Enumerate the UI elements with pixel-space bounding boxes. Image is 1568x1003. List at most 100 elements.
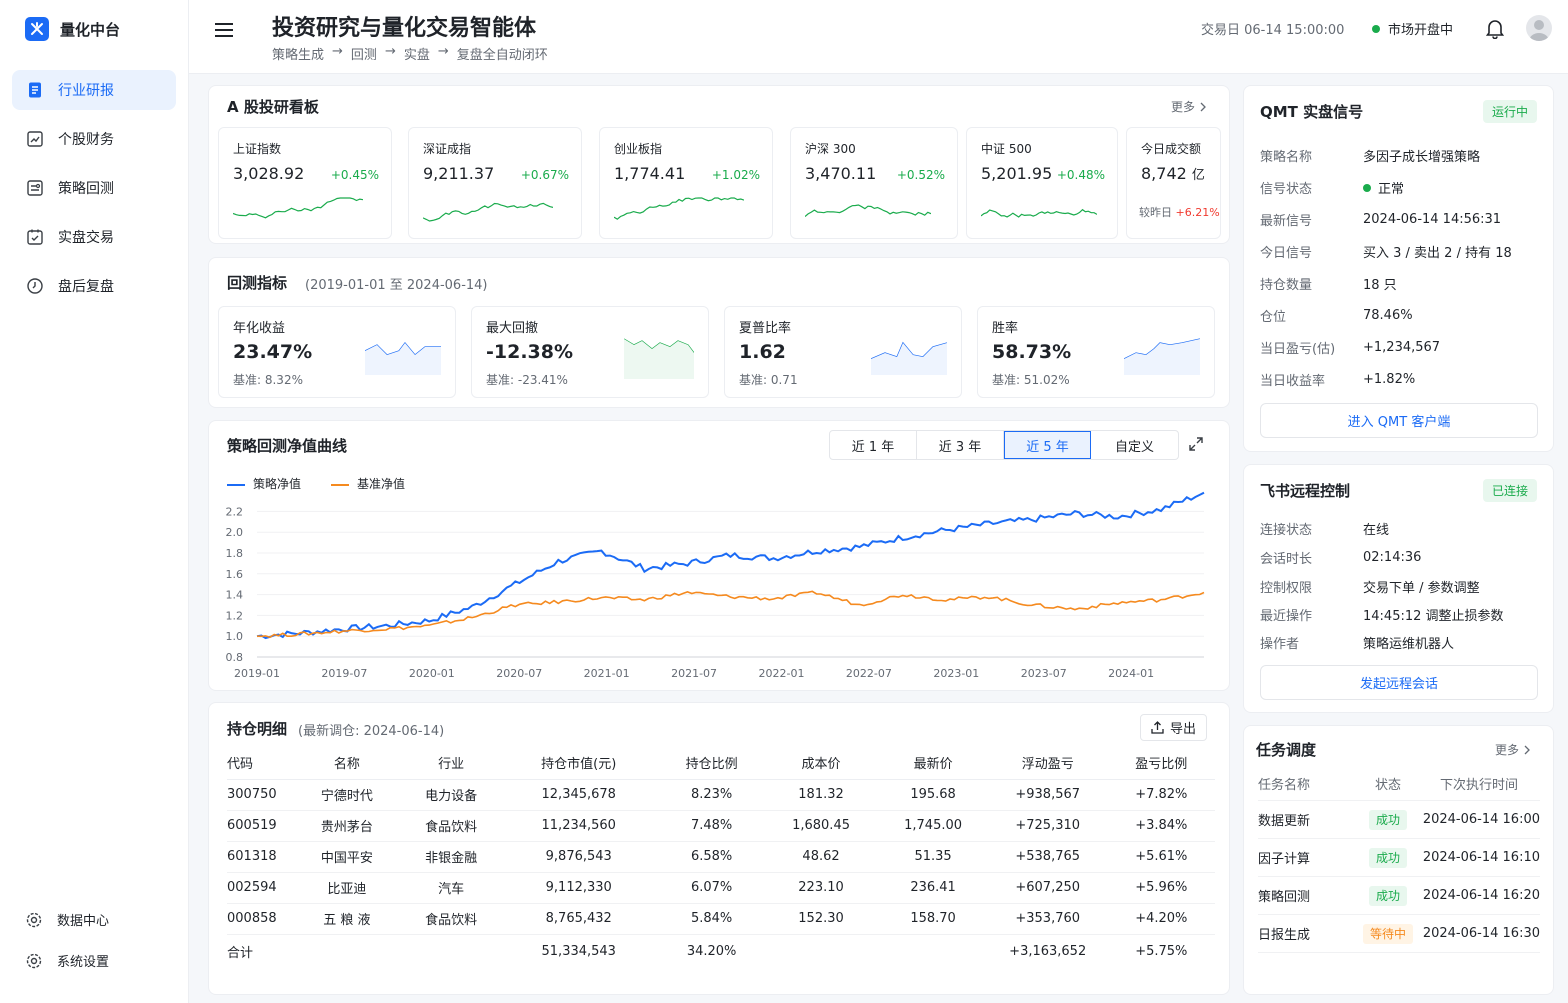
- index-card[interactable]: 沪深 300 3,470.11 +0.52%: [790, 127, 958, 239]
- cell-price: 1,745.00: [878, 810, 988, 842]
- table-row[interactable]: 601318 中国平安 非银金融 9,876,543 6.58% 48.62 5…: [227, 841, 1215, 873]
- cell-price: 236.41: [878, 872, 988, 904]
- sidebar-item-live-trading[interactable]: 实盘交易: [12, 217, 176, 257]
- column-header[interactable]: 名称: [289, 746, 405, 780]
- sidebar-item-label: 策略回测: [58, 181, 114, 197]
- task-status-badge: 成功: [1368, 809, 1407, 830]
- sidebar-item-strategy-backtest[interactable]: 策略回测: [12, 168, 176, 208]
- field-key: 最新信号: [1260, 214, 1313, 229]
- task-row[interactable]: 策略回测 成功 2024-06-14 16:20: [1258, 876, 1540, 915]
- tab-custom[interactable]: 自定义: [1114, 439, 1154, 455]
- avatar[interactable]: [1526, 15, 1552, 41]
- field-key: 仓位: [1260, 310, 1287, 325]
- cell-name: 五 粮 液: [289, 903, 405, 935]
- task-name: 数据更新: [1258, 800, 1358, 839]
- cell-price: 195.68: [878, 779, 988, 811]
- table-row[interactable]: 000858 五 粮 液 食品饮料 8,765,432 5.84% 152.30…: [227, 903, 1215, 935]
- metric-value: -12.38%: [486, 341, 574, 363]
- sidebar-item-post-market-review[interactable]: 盘后复盘: [12, 266, 176, 306]
- cell-pnl: +607,250: [987, 872, 1108, 904]
- export-button[interactable]: 导出: [1140, 714, 1207, 741]
- cell-industry: 食品饮料: [404, 903, 498, 935]
- brand[interactable]: 量化中台: [25, 17, 120, 41]
- backtest-range: (2019-01-01 至 2024-06-14): [305, 278, 488, 293]
- index-card[interactable]: 中证 500 5,201.95 +0.48%: [966, 127, 1118, 239]
- index-card[interactable]: 深证成指 9,211.37 +0.67%: [408, 127, 582, 239]
- bell-icon[interactable]: [1485, 17, 1505, 39]
- metric-name: 年化收益: [233, 321, 286, 336]
- column-header: 任务名称: [1258, 768, 1358, 801]
- expand-icon[interactable]: [1189, 437, 1203, 451]
- x-tick-label: 2022-01: [759, 667, 805, 680]
- chart-legend: 策略净值 基准净值: [227, 475, 405, 492]
- start-remote-session-button[interactable]: 发起远程会话: [1260, 665, 1538, 700]
- index-sparkline: [805, 204, 931, 218]
- task-status-badge: 成功: [1368, 847, 1407, 868]
- table-row[interactable]: 600519 贵州茅台 食品饮料 11,234,560 7.48% 1,680.…: [227, 810, 1215, 842]
- cell-market-value: 9,112,330: [497, 872, 660, 904]
- metric-card: 最大回撤 -12.38% 基准: -23.41%: [471, 306, 709, 398]
- sidebar-item-label: 实盘交易: [58, 230, 114, 246]
- turnover-card[interactable]: 今日成交额 8,742 亿 较昨日 +6.21%: [1126, 127, 1221, 239]
- tab-5y[interactable]: 近 5 年: [1004, 431, 1091, 459]
- field-key: 当日收益率: [1260, 374, 1326, 389]
- sidebar-item-industry-research[interactable]: 行业研报: [12, 70, 176, 110]
- qmt-field: 今日信号 买入 3 / 卖出 2 / 持有 18: [1260, 242, 1512, 261]
- task-row[interactable]: 数据更新 成功 2024-06-14 16:00: [1258, 800, 1540, 839]
- tab-1y[interactable]: 近 1 年: [830, 431, 917, 459]
- holdings-card: 持仓明细 (最新调仓: 2024-06-14) 导出 代码 名称 行业 持仓市值…: [208, 702, 1230, 995]
- column-header[interactable]: 行业: [404, 746, 498, 780]
- task-next-time: 2024-06-14 16:00: [1418, 800, 1540, 839]
- index-card[interactable]: 上证指数 3,028.92 +0.45%: [218, 127, 392, 239]
- field-value: +1.82%: [1363, 372, 1416, 387]
- field-value: 交易下单 / 参数调整: [1363, 581, 1480, 596]
- index-card[interactable]: 创业板指 1,774.41 +1.02%: [599, 127, 773, 239]
- task-row[interactable]: 因子计算 成功 2024-06-14 16:10: [1258, 838, 1540, 877]
- more-link[interactable]: 更多: [1171, 98, 1207, 115]
- column-header[interactable]: 持仓比例: [659, 746, 764, 780]
- arrow: →: [332, 44, 343, 59]
- card-title: 持仓明细: [227, 720, 288, 738]
- feishu-field: 控制权限 交易下单 / 参数调整: [1260, 577, 1480, 596]
- column-header: 下次执行时间: [1418, 768, 1540, 801]
- tasks-table: 任务名称 状态 下次执行时间 数据更新 成功 2024-06-14 16:00 因子…: [1258, 768, 1540, 953]
- card-title: 飞书远程控制: [1260, 482, 1351, 500]
- y-tick-label: 1.2: [226, 609, 244, 622]
- compare-label: 较昨日: [1139, 206, 1172, 219]
- x-tick-label: 2020-07: [496, 667, 542, 680]
- cell-market-value: 8,765,432: [497, 903, 660, 935]
- column-header[interactable]: 成本价: [763, 746, 879, 780]
- export-icon: [1151, 721, 1164, 734]
- column-header[interactable]: 持仓市值(元): [497, 746, 660, 780]
- feishu-field: 最近操作 14:45:12 调整止损参数: [1260, 605, 1504, 624]
- feishu-field: 会话时长 02:14:36: [1260, 548, 1421, 567]
- menu-icon[interactable]: [213, 19, 235, 41]
- field-key: 当日盈亏(估): [1260, 342, 1336, 357]
- chart-report-icon: [27, 131, 43, 147]
- strategy-nav-line: [256, 491, 1205, 640]
- table-row[interactable]: 002594 比亚迪 汽车 9,112,330 6.07% 223.10 236…: [227, 872, 1215, 904]
- index-change: +0.52%: [896, 168, 945, 182]
- sidebar-item-stock-finance[interactable]: 个股财务: [12, 119, 176, 159]
- metric-baseline: 基准: 0.71: [739, 373, 798, 387]
- column-header[interactable]: 盈亏比例: [1107, 746, 1215, 780]
- sidebar-item-data-center[interactable]: 数据中心: [25, 910, 109, 929]
- nav-line-chart: 0.8 1.0 1.2 1.4 1.6 1.8 2.0 2.2 2019-01 2019-07 20…: [226, 491, 1205, 680]
- more-link[interactable]: 更多: [1495, 741, 1531, 758]
- column-header[interactable]: 最新价: [878, 746, 988, 780]
- y-tick-label: 1.8: [226, 547, 244, 560]
- table-row[interactable]: 300750 宁德时代 电力设备 12,345,678 8.23% 181.32…: [227, 779, 1215, 811]
- tab-3y[interactable]: 近 3 年: [917, 431, 1004, 459]
- metric-baseline: 基准: 8.32%: [233, 373, 303, 387]
- qmt-field: 持仓数量 18 只: [1260, 274, 1397, 293]
- column-header[interactable]: 浮动盈亏: [987, 746, 1108, 780]
- open-qmt-client-button[interactable]: 进入 QMT 客户端: [1260, 403, 1538, 438]
- sidebar-item-label: 盘后复盘: [58, 279, 114, 295]
- field-key: 持仓数量: [1260, 278, 1313, 293]
- sidebar-item-settings[interactable]: 系统设置: [25, 951, 109, 970]
- sidebar-item-label: 系统设置: [57, 955, 110, 970]
- column-header[interactable]: 代码: [227, 746, 290, 780]
- step: 复盘全自动闭环: [456, 48, 548, 63]
- y-tick-label: 1.0: [226, 630, 244, 643]
- task-row[interactable]: 日报生成 等待中 2024-06-14 16:30: [1258, 914, 1540, 953]
